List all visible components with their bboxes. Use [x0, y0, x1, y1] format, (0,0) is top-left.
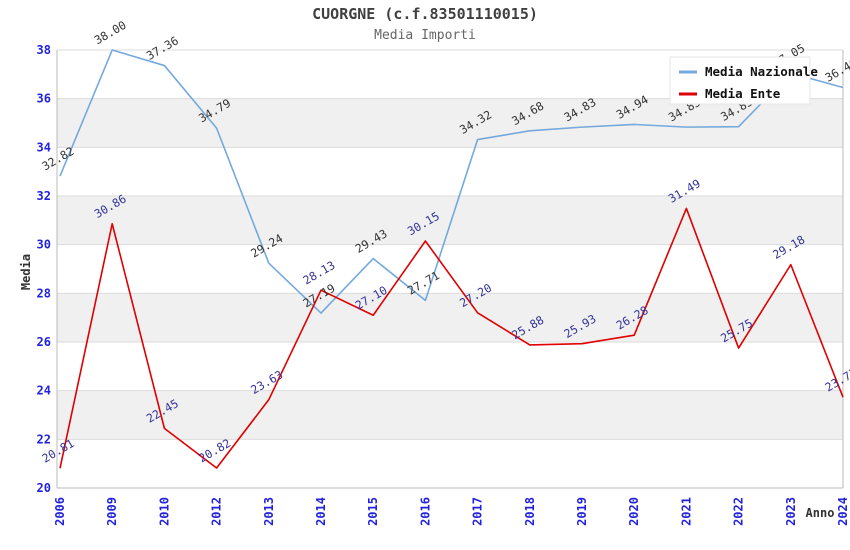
plot-band: [57, 98, 843, 148]
gridlines: [57, 49, 843, 489]
y-tick-label: 24: [37, 384, 51, 398]
y-tick-label: 32: [37, 189, 51, 203]
plot-band: [57, 342, 843, 391]
x-tick-label: 2023: [784, 497, 798, 526]
x-tick-label: 2019: [575, 497, 589, 526]
y-tick-label: 28: [37, 286, 51, 300]
point-label-media-nazionale: 38.00: [92, 18, 129, 47]
y-tick-label: 22: [37, 432, 51, 446]
x-tick-label: 2010: [157, 497, 171, 526]
legend-label-media-nazionale: Media Nazionale: [705, 64, 818, 79]
x-tick-label: 2006: [53, 497, 67, 526]
plot-band: [57, 244, 843, 294]
x-tick-label: 2012: [210, 497, 224, 526]
y-tick-label: 38: [37, 43, 51, 57]
plot-bands: [57, 50, 843, 488]
x-tick-label: 2016: [418, 497, 432, 526]
plot-band: [57, 293, 843, 342]
y-tick-label: 36: [37, 92, 51, 106]
y-tick-label: 26: [37, 335, 51, 349]
y-tick-labels: 20 22 24 26 28 30 32 34 36 38: [37, 43, 51, 495]
legend-box: [669, 56, 811, 105]
plot-band: [57, 439, 843, 488]
x-tick-label: 2022: [732, 497, 746, 526]
plot-band: [57, 147, 843, 196]
x-axis-title: Anno: [806, 506, 835, 520]
x-tick-labels: 2006 2009 2010 2012 2013 2014 2015 2016 2017 2018…: [53, 497, 850, 526]
axis-frame: [56, 50, 844, 489]
x-tick-label: 2021: [679, 497, 693, 526]
x-tick-label: 2017: [471, 497, 485, 526]
legend-label-media-ente: Media Ente: [705, 86, 781, 101]
chart-subtitle: Media Importi: [374, 28, 476, 43]
series-line-media-nazionale: [59, 49, 844, 314]
plot-band: [57, 196, 843, 245]
x-tick-label: 2014: [314, 497, 328, 526]
x-tick-label: 2013: [262, 497, 276, 526]
x-tick-label: 2024: [836, 497, 850, 526]
x-tick-label: 2020: [627, 497, 641, 526]
x-tick-label: 2009: [105, 497, 119, 526]
y-tick-label: 20: [37, 481, 51, 495]
y-tick-label: 34: [37, 140, 51, 154]
legend: Media Nazionale Media Ente: [669, 56, 818, 105]
x-tick-label: 2018: [523, 497, 537, 526]
y-tick-label: 30: [37, 238, 51, 252]
series-line-media-ente: [59, 207, 844, 469]
plot-band: [57, 390, 843, 440]
y-axis-title: Media: [19, 254, 33, 290]
x-tick-label: 2015: [366, 497, 380, 526]
series-lines: [59, 49, 844, 469]
chart-title: CUORGNE (c.f.83501110015): [312, 5, 538, 23]
